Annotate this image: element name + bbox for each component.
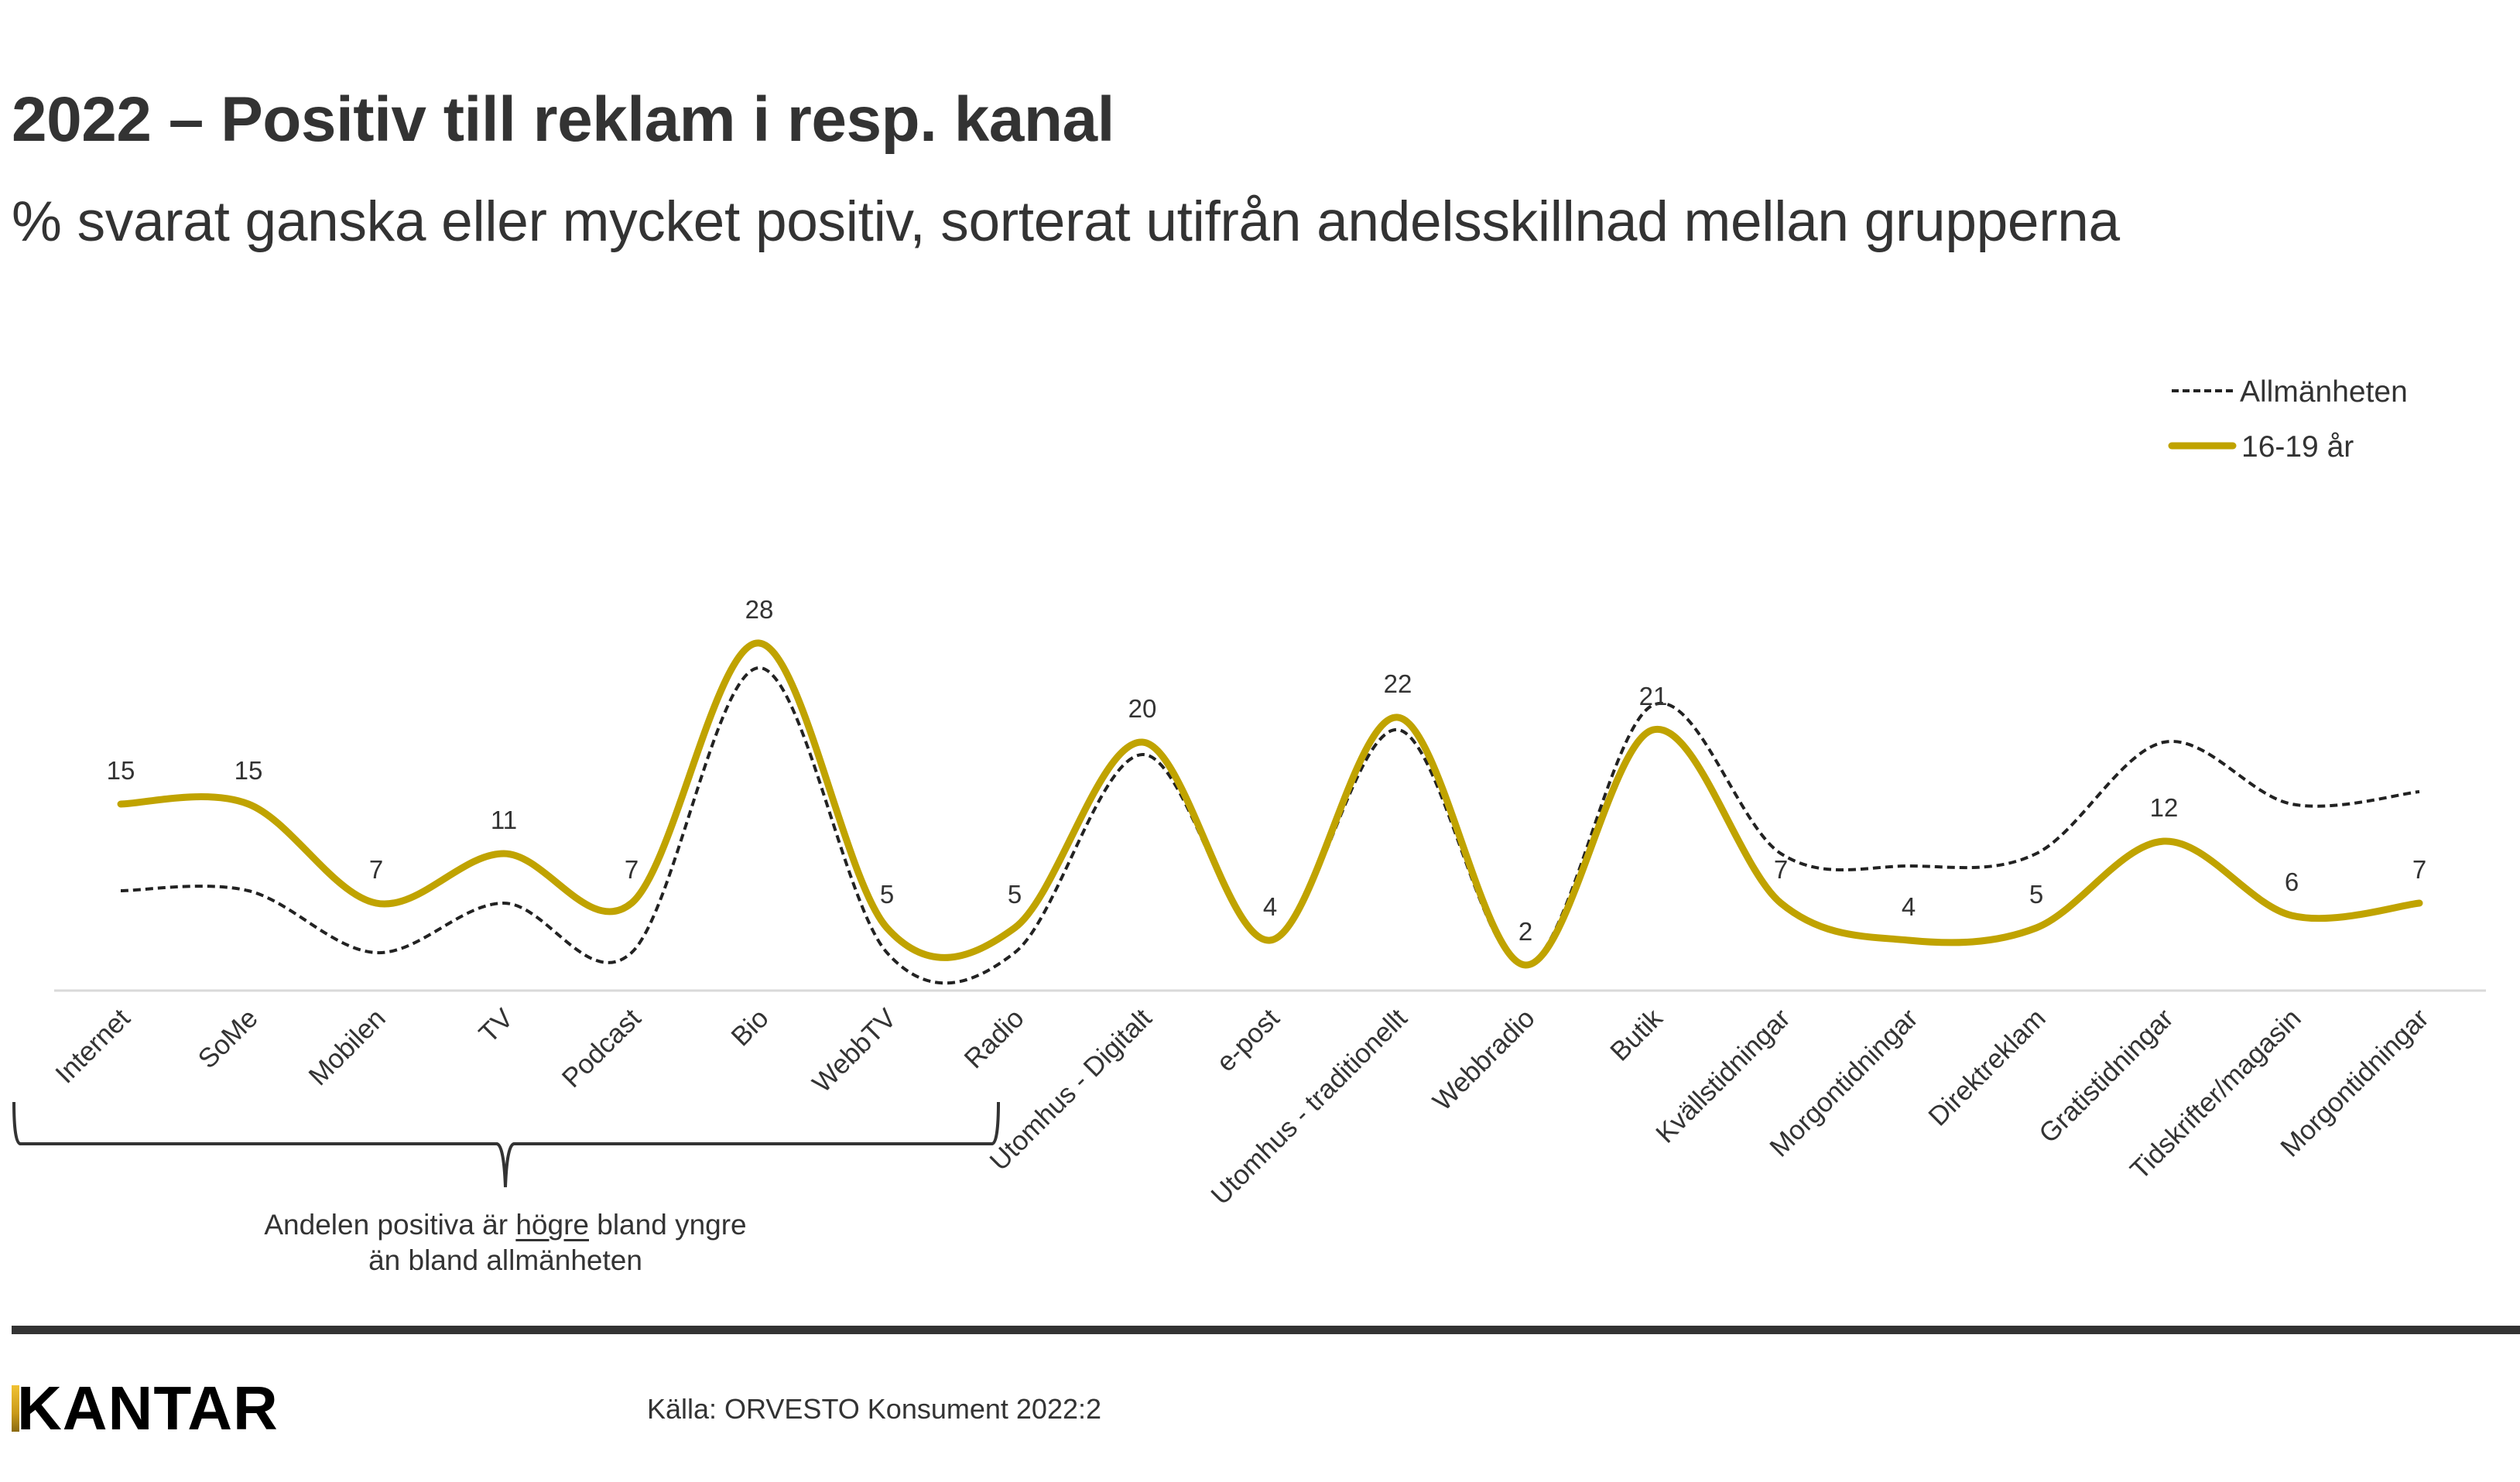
data-label: 28 [745,595,774,624]
x-tick-label: Webbradio [1427,1003,1541,1117]
annotation-text: Andelen positiva är [264,1209,516,1241]
x-tick-label: SoMe [192,1003,263,1074]
group-bracket [12,1101,1000,1188]
data-label: 5 [2029,880,2043,909]
legend-item-allmanheten: Allmänheten [2172,375,2408,409]
data-label: 11 [491,806,517,834]
data-label: 7 [1774,855,1788,884]
series-line-16-19 [117,639,2423,969]
series-layer [117,639,2423,985]
data-point-allmanheten [1906,864,1911,868]
bracket-annotation: Andelen positiva är högre bland yngre än… [196,1207,815,1278]
kantar-logo: KANTAR [12,1374,279,1443]
legend-label-16-19: 16-19 år [2241,430,2354,464]
logo-accent-bar [12,1385,19,1432]
data-label: 21 [1639,682,1668,710]
page-title: 2022 – Positiv till reklam i resp. kanal [12,84,1114,155]
data-label: 20 [1128,694,1157,723]
source-note: Källa: ORVESTO Konsument 2022:2 [647,1393,1102,1425]
data-label: 15 [235,756,263,785]
x-tick-label: Bio [725,1003,774,1052]
x-tick-label: e-post [1210,1003,1286,1078]
logo-text: KANTAR [17,1374,279,1443]
legend: Allmänheten 16-19 år [2168,375,2408,464]
legend-label-allmanheten: Allmänheten [2240,375,2408,409]
series-line-allmanheten [120,666,2420,985]
page-subtitle: % svarat ganska eller mycket positiv, so… [12,190,2120,253]
x-tick-label: Internet [50,1003,136,1090]
x-tick-label: TV [473,1003,519,1049]
data-label: 4 [1902,892,1916,921]
data-label: 7 [2412,855,2426,884]
x-tick-label: Kvällstidningar [1650,1003,1796,1149]
x-tick-label: Podcast [556,1003,647,1094]
annotation-line-2: än bland allmänheten [368,1244,642,1276]
data-label: 7 [369,855,383,884]
legend-item-16-19: 16-19 år [2168,430,2354,464]
x-tick-label: Mobilen [303,1003,391,1091]
data-label: 5 [1008,880,1022,909]
x-tick-label: Gratistidningar [2033,1003,2179,1149]
x-tick-label: Butik [1604,1003,1669,1067]
data-label: 6 [2285,868,2299,896]
data-label: 7 [625,855,639,884]
x-tick-labels-layer: Internet SoMe Mobilen TV Podcast Bio WebbTV Rad… [50,1003,2435,1211]
data-label: 4 [1263,892,1277,921]
data-label: 2 [1519,917,1532,946]
x-tick-label: Radio [958,1003,1029,1074]
data-label: 5 [880,880,894,909]
annotation-text: bland yngre [588,1209,747,1241]
data-label: 15 [107,756,135,785]
x-tick-label: WebbTV [806,1003,902,1099]
x-tick-label: Direktreklam [1923,1003,2051,1131]
footer-divider [12,1326,2520,1334]
annotation-line-1: Andelen positiva är högre bland yngre [196,1207,815,1243]
annotation-emphasis: högre [515,1209,589,1241]
data-label: 22 [1384,669,1412,698]
data-label: 12 [2150,793,2179,822]
